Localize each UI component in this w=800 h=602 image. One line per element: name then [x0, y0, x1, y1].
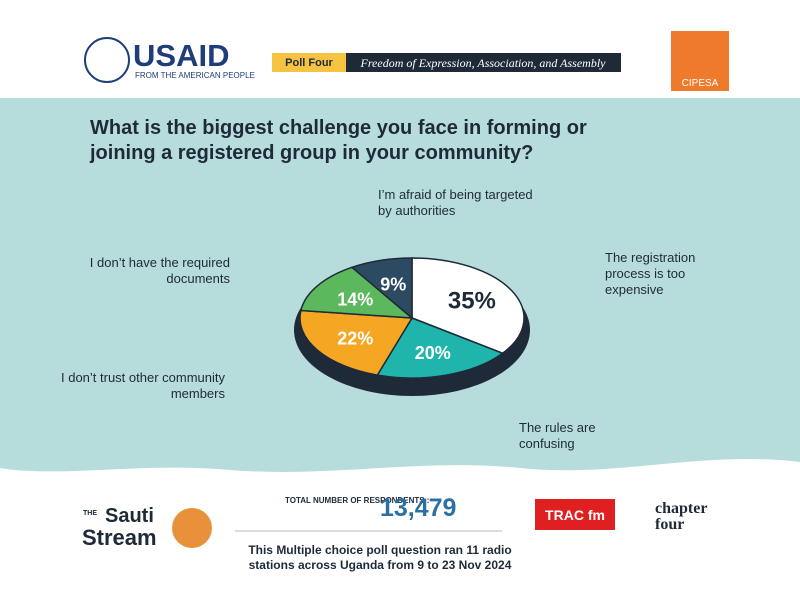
value-label: 20% [415, 343, 451, 363]
pie-slice [411, 257, 525, 355]
value-label: 9% [380, 274, 406, 294]
usaid-logo: USAID [133, 38, 229, 73]
logo-the: THE [83, 510, 97, 517]
footnote: This Multiple choice poll question ran 1… [248, 543, 512, 572]
four-text: four [655, 516, 684, 533]
chapter-text: chapter [655, 500, 707, 517]
category-label: I don’t have the required documents [89, 255, 230, 286]
value-label: 14% [337, 290, 373, 310]
logo-stream: Stream [82, 525, 157, 550]
pie-slice [350, 257, 413, 320]
chart-title: What is the biggest challenge you face i… [90, 117, 587, 164]
theme-tag [346, 53, 621, 72]
category-label: The rules are confusing [519, 420, 596, 451]
trac-logo [535, 499, 615, 530]
respondents-count: 13,479 [380, 494, 456, 522]
pie-slice [299, 309, 414, 376]
pie-slice [299, 266, 415, 319]
poll-theme: Freedom of Expression, Association, and … [360, 56, 607, 70]
cipesa-logo [671, 31, 729, 91]
poll-number: Poll Four [285, 57, 333, 69]
category-label: I don’t trust other community members [60, 370, 225, 401]
value-label: 35% [448, 288, 496, 315]
respondents-label: TOTAL NUMBER OF RESPONDENTS : [285, 496, 429, 505]
category-label: The registration process is too expensiv… [605, 250, 696, 297]
trac-text: TRAC fm [545, 507, 605, 523]
poll-tag [272, 53, 346, 72]
logo-sauti: Sauti [105, 505, 154, 527]
sauti-emblem [172, 508, 212, 548]
usaid-tagline: FROM THE AMERICAN PEOPLE [135, 71, 255, 80]
value-label: 22% [337, 328, 373, 348]
pie-slice [376, 317, 505, 379]
category-label: I’m afraid of being targeted by authorit… [378, 187, 533, 218]
usaid-seal [84, 37, 130, 83]
cipesa-text: CIPESA [682, 78, 719, 89]
